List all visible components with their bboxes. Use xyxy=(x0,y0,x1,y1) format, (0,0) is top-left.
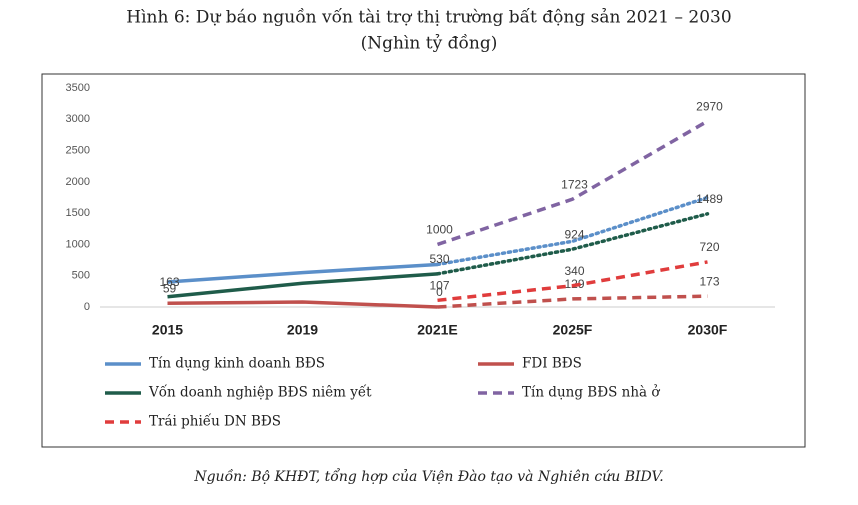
x-tick-label: 2021E xyxy=(417,322,457,338)
data-label: 173 xyxy=(699,274,719,288)
x-tick-label: 2019 xyxy=(287,322,318,338)
series-line xyxy=(167,262,438,284)
source-note: Nguồn: Bộ KHĐT, tổng hợp của Viện Đào tạ… xyxy=(193,467,663,485)
series-forecast-line xyxy=(435,195,710,267)
data-label: 1723 xyxy=(561,177,588,191)
y-tick-label: 3000 xyxy=(66,113,90,125)
legend-label: Trái phiếu DN BĐS xyxy=(149,414,281,430)
chart-frame xyxy=(41,73,806,448)
chart-title: Hình 6: Dự báo nguồn vốn tài trợ thị trư… xyxy=(126,8,731,28)
y-tick-label: 2500 xyxy=(66,144,90,156)
y-tick-label: 2000 xyxy=(66,176,90,188)
data-label: 1000 xyxy=(426,223,453,237)
series-forecast-line xyxy=(437,294,708,309)
legend-label: Tín dụng kinh doanh BĐS xyxy=(149,356,325,372)
legend-label: Tín dụng BĐS nhà ở xyxy=(522,385,660,401)
y-tick-label: 3500 xyxy=(66,82,90,94)
series-line xyxy=(167,300,438,309)
y-tick-label: 0 xyxy=(84,301,90,313)
y-tick-label: 500 xyxy=(72,270,90,282)
data-label: 59 xyxy=(163,281,177,295)
x-tick-label: 2015 xyxy=(152,322,183,338)
x-tick-label: 2030F xyxy=(688,322,728,338)
data-label: 924 xyxy=(564,227,584,241)
series-forecast-line xyxy=(437,260,708,303)
data-label: 163 xyxy=(159,275,179,289)
series-line xyxy=(167,272,438,299)
data-label: 0 xyxy=(436,285,443,299)
series-forecast-line xyxy=(435,212,710,276)
series-forecast-line xyxy=(436,119,709,247)
legend-label: Vốn doanh nghiệp BĐS niêm yết xyxy=(148,385,372,401)
x-tick-label: 2025F xyxy=(553,322,593,338)
data-label: 340 xyxy=(564,264,584,278)
data-label: 2970 xyxy=(696,99,723,113)
data-label: 720 xyxy=(699,240,719,254)
data-label: 107 xyxy=(429,278,449,292)
chart-subtitle: (Nghìn tỷ đồng) xyxy=(361,34,498,54)
data-label: 1489 xyxy=(696,192,723,206)
y-tick-label: 1500 xyxy=(66,207,90,219)
legend-label: FDI BĐS xyxy=(522,356,582,372)
data-label: 530 xyxy=(429,252,449,266)
y-tick-label: 1000 xyxy=(66,238,90,250)
